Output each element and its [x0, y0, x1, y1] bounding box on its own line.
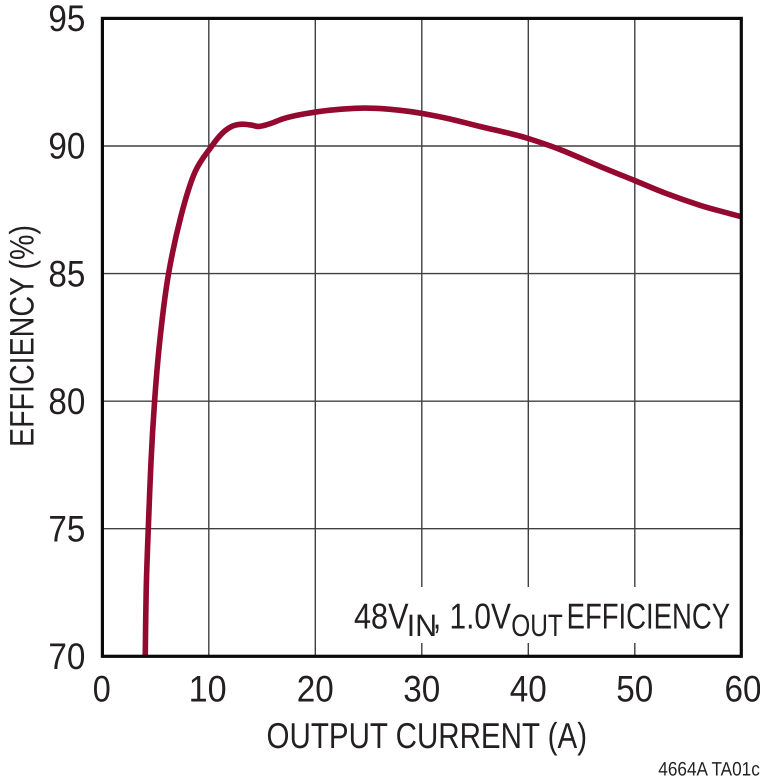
- svg-text:48V: 48V: [354, 595, 409, 636]
- svg-text:0: 0: [93, 668, 111, 709]
- svg-text:30: 30: [403, 668, 440, 709]
- svg-text:90: 90: [48, 126, 85, 167]
- svg-text:OUT: OUT: [511, 608, 563, 643]
- svg-text:60: 60: [725, 668, 760, 709]
- svg-text:10: 10: [189, 668, 227, 709]
- svg-text:40: 40: [510, 668, 547, 709]
- svg-text:95: 95: [48, 0, 85, 39]
- svg-text:4664A TA01c: 4664A TA01c: [658, 759, 760, 781]
- svg-text:EFFICIENCY (%): EFFICIENCY (%): [4, 225, 42, 447]
- svg-text:OUTPUT CURRENT (A): OUTPUT CURRENT (A): [267, 715, 588, 756]
- svg-text:80: 80: [48, 381, 85, 422]
- svg-text:70: 70: [48, 636, 85, 677]
- svg-text:IN: IN: [407, 608, 437, 643]
- svg-text:, 1.0V: , 1.0V: [433, 595, 511, 636]
- svg-text:50: 50: [616, 668, 653, 709]
- svg-text:85: 85: [48, 253, 85, 294]
- svg-text:20: 20: [297, 668, 334, 709]
- svg-text:EFFICIENCY: EFFICIENCY: [567, 595, 731, 636]
- svg-text:75: 75: [48, 508, 85, 549]
